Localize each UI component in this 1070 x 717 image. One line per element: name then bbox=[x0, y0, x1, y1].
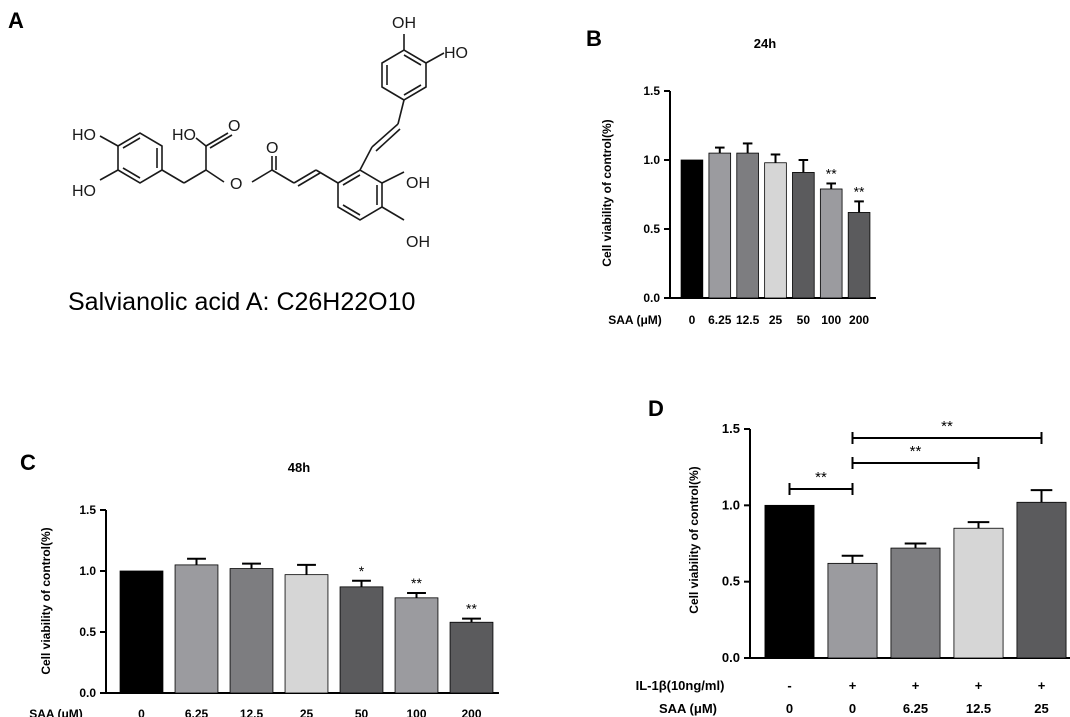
y-tick-label: 0.5 bbox=[643, 222, 660, 236]
x-tick-label: 12.5 bbox=[240, 707, 264, 717]
atom-label: HO bbox=[72, 183, 96, 200]
bar bbox=[339, 586, 384, 694]
y-tick-label: 1.0 bbox=[722, 497, 740, 512]
significance-marker: ** bbox=[411, 575, 422, 591]
comparison-label: ** bbox=[815, 469, 827, 486]
bar bbox=[119, 570, 164, 694]
x-axis-label: SAA (μM) bbox=[608, 313, 662, 327]
bar bbox=[827, 562, 878, 659]
atom-label: HO bbox=[444, 45, 468, 62]
significance-marker: * bbox=[359, 563, 365, 579]
bar bbox=[174, 564, 219, 694]
y-axis-label: Cell viability of control(%) bbox=[39, 527, 53, 674]
bar bbox=[890, 547, 941, 659]
treatment-marker: - bbox=[787, 678, 791, 693]
chart-24h: 24h 0.0 0.5 1.0 1.5 Cell viability of control… bbox=[600, 36, 876, 327]
x-tick-label: 25 bbox=[300, 707, 314, 717]
panel-letter-d: D bbox=[648, 396, 664, 421]
x-tick-label: 0 bbox=[689, 313, 696, 327]
chart-title: 48h bbox=[288, 460, 310, 475]
y-tick-label: 0.0 bbox=[643, 291, 660, 305]
bar bbox=[764, 162, 787, 299]
significance-marker: ** bbox=[466, 601, 477, 617]
atom-label: OH bbox=[406, 234, 430, 251]
bar bbox=[229, 568, 274, 694]
y-tick-label: 0.5 bbox=[722, 574, 740, 589]
bar bbox=[680, 159, 704, 299]
atom-label: OH bbox=[392, 15, 416, 32]
x-tick-label: 0 bbox=[786, 701, 793, 716]
atom-label: O bbox=[230, 176, 242, 193]
x-tick-label: 200 bbox=[849, 313, 869, 327]
x-tick-label: 25 bbox=[1034, 701, 1048, 716]
y-tick-label: 0.5 bbox=[79, 625, 96, 639]
y-tick-label: 0.0 bbox=[79, 686, 96, 700]
significance-marker: ** bbox=[826, 165, 837, 181]
y-axis-label: Cell viability of control(%) bbox=[600, 119, 614, 266]
bar bbox=[736, 152, 759, 299]
bar bbox=[764, 504, 815, 659]
x-tick-label: 200 bbox=[461, 707, 481, 717]
treatment-marker: + bbox=[849, 678, 857, 693]
chart-48h: 48h 0.0 0.5 1.0 1.5 Cell viability of control… bbox=[29, 460, 499, 717]
x-axis-label: SAA (μM) bbox=[29, 707, 83, 717]
treatment-marker: + bbox=[975, 678, 983, 693]
x-axis-label: SAA (μM) bbox=[659, 701, 717, 716]
comparison-label: ** bbox=[941, 418, 953, 435]
molecule-caption: Salvianolic acid A: C26H22O10 bbox=[68, 288, 416, 316]
x-tick-label: 100 bbox=[406, 707, 426, 717]
bar bbox=[792, 172, 815, 299]
chart-title: 24h bbox=[754, 36, 776, 51]
panel-letter-a: A bbox=[8, 8, 24, 33]
x-tick-label: 6.25 bbox=[185, 707, 209, 717]
x-tick-label: 0 bbox=[849, 701, 856, 716]
x-tick-label: 0 bbox=[138, 707, 145, 717]
molecule-structure bbox=[99, 34, 445, 221]
atom-label: O bbox=[228, 118, 240, 135]
y-tick-label: 1.5 bbox=[79, 503, 96, 517]
bar bbox=[284, 574, 329, 694]
bar bbox=[708, 152, 732, 299]
chart-il1b: 0.0 0.5 1.0 1.5 Cell viability of control(%)… bbox=[636, 418, 1070, 716]
x-tick-label: 50 bbox=[797, 313, 811, 327]
x-tick-label: 12.5 bbox=[966, 701, 991, 716]
atom-label: HO bbox=[172, 127, 196, 144]
bar bbox=[1016, 501, 1067, 659]
x-tick-label: 50 bbox=[355, 707, 369, 717]
bar bbox=[449, 621, 494, 694]
comparison-label: ** bbox=[910, 443, 922, 460]
y-axis-label: Cell viability of control(%) bbox=[687, 466, 701, 613]
panel-letter-c: C bbox=[20, 450, 36, 475]
bar bbox=[819, 188, 843, 299]
y-tick-label: 1.5 bbox=[643, 84, 660, 98]
atom-labels: OH HO HO HO HO O O O OH OH bbox=[72, 15, 468, 251]
bar bbox=[394, 597, 439, 694]
y-tick-label: 1.0 bbox=[643, 153, 660, 167]
bar bbox=[953, 527, 1004, 659]
treatment-marker: + bbox=[1038, 678, 1046, 693]
significance-marker: ** bbox=[854, 183, 865, 199]
y-tick-label: 0.0 bbox=[722, 650, 740, 665]
bar bbox=[847, 212, 871, 299]
x-tick-label: 25 bbox=[769, 313, 783, 327]
treatment-row-label: IL-1β(10ng/ml) bbox=[636, 678, 725, 693]
x-tick-label: 12.5 bbox=[736, 313, 760, 327]
y-tick-label: 1.0 bbox=[79, 564, 96, 578]
y-tick-label: 1.5 bbox=[722, 421, 740, 436]
x-tick-label: 100 bbox=[821, 313, 841, 327]
x-tick-label: 6.25 bbox=[903, 701, 928, 716]
atom-label: HO bbox=[72, 127, 96, 144]
x-tick-label: 6.25 bbox=[708, 313, 732, 327]
panel-letter-b: B bbox=[586, 26, 602, 51]
atom-label: OH bbox=[406, 175, 430, 192]
treatment-marker: + bbox=[912, 678, 920, 693]
atom-label: O bbox=[266, 140, 278, 157]
